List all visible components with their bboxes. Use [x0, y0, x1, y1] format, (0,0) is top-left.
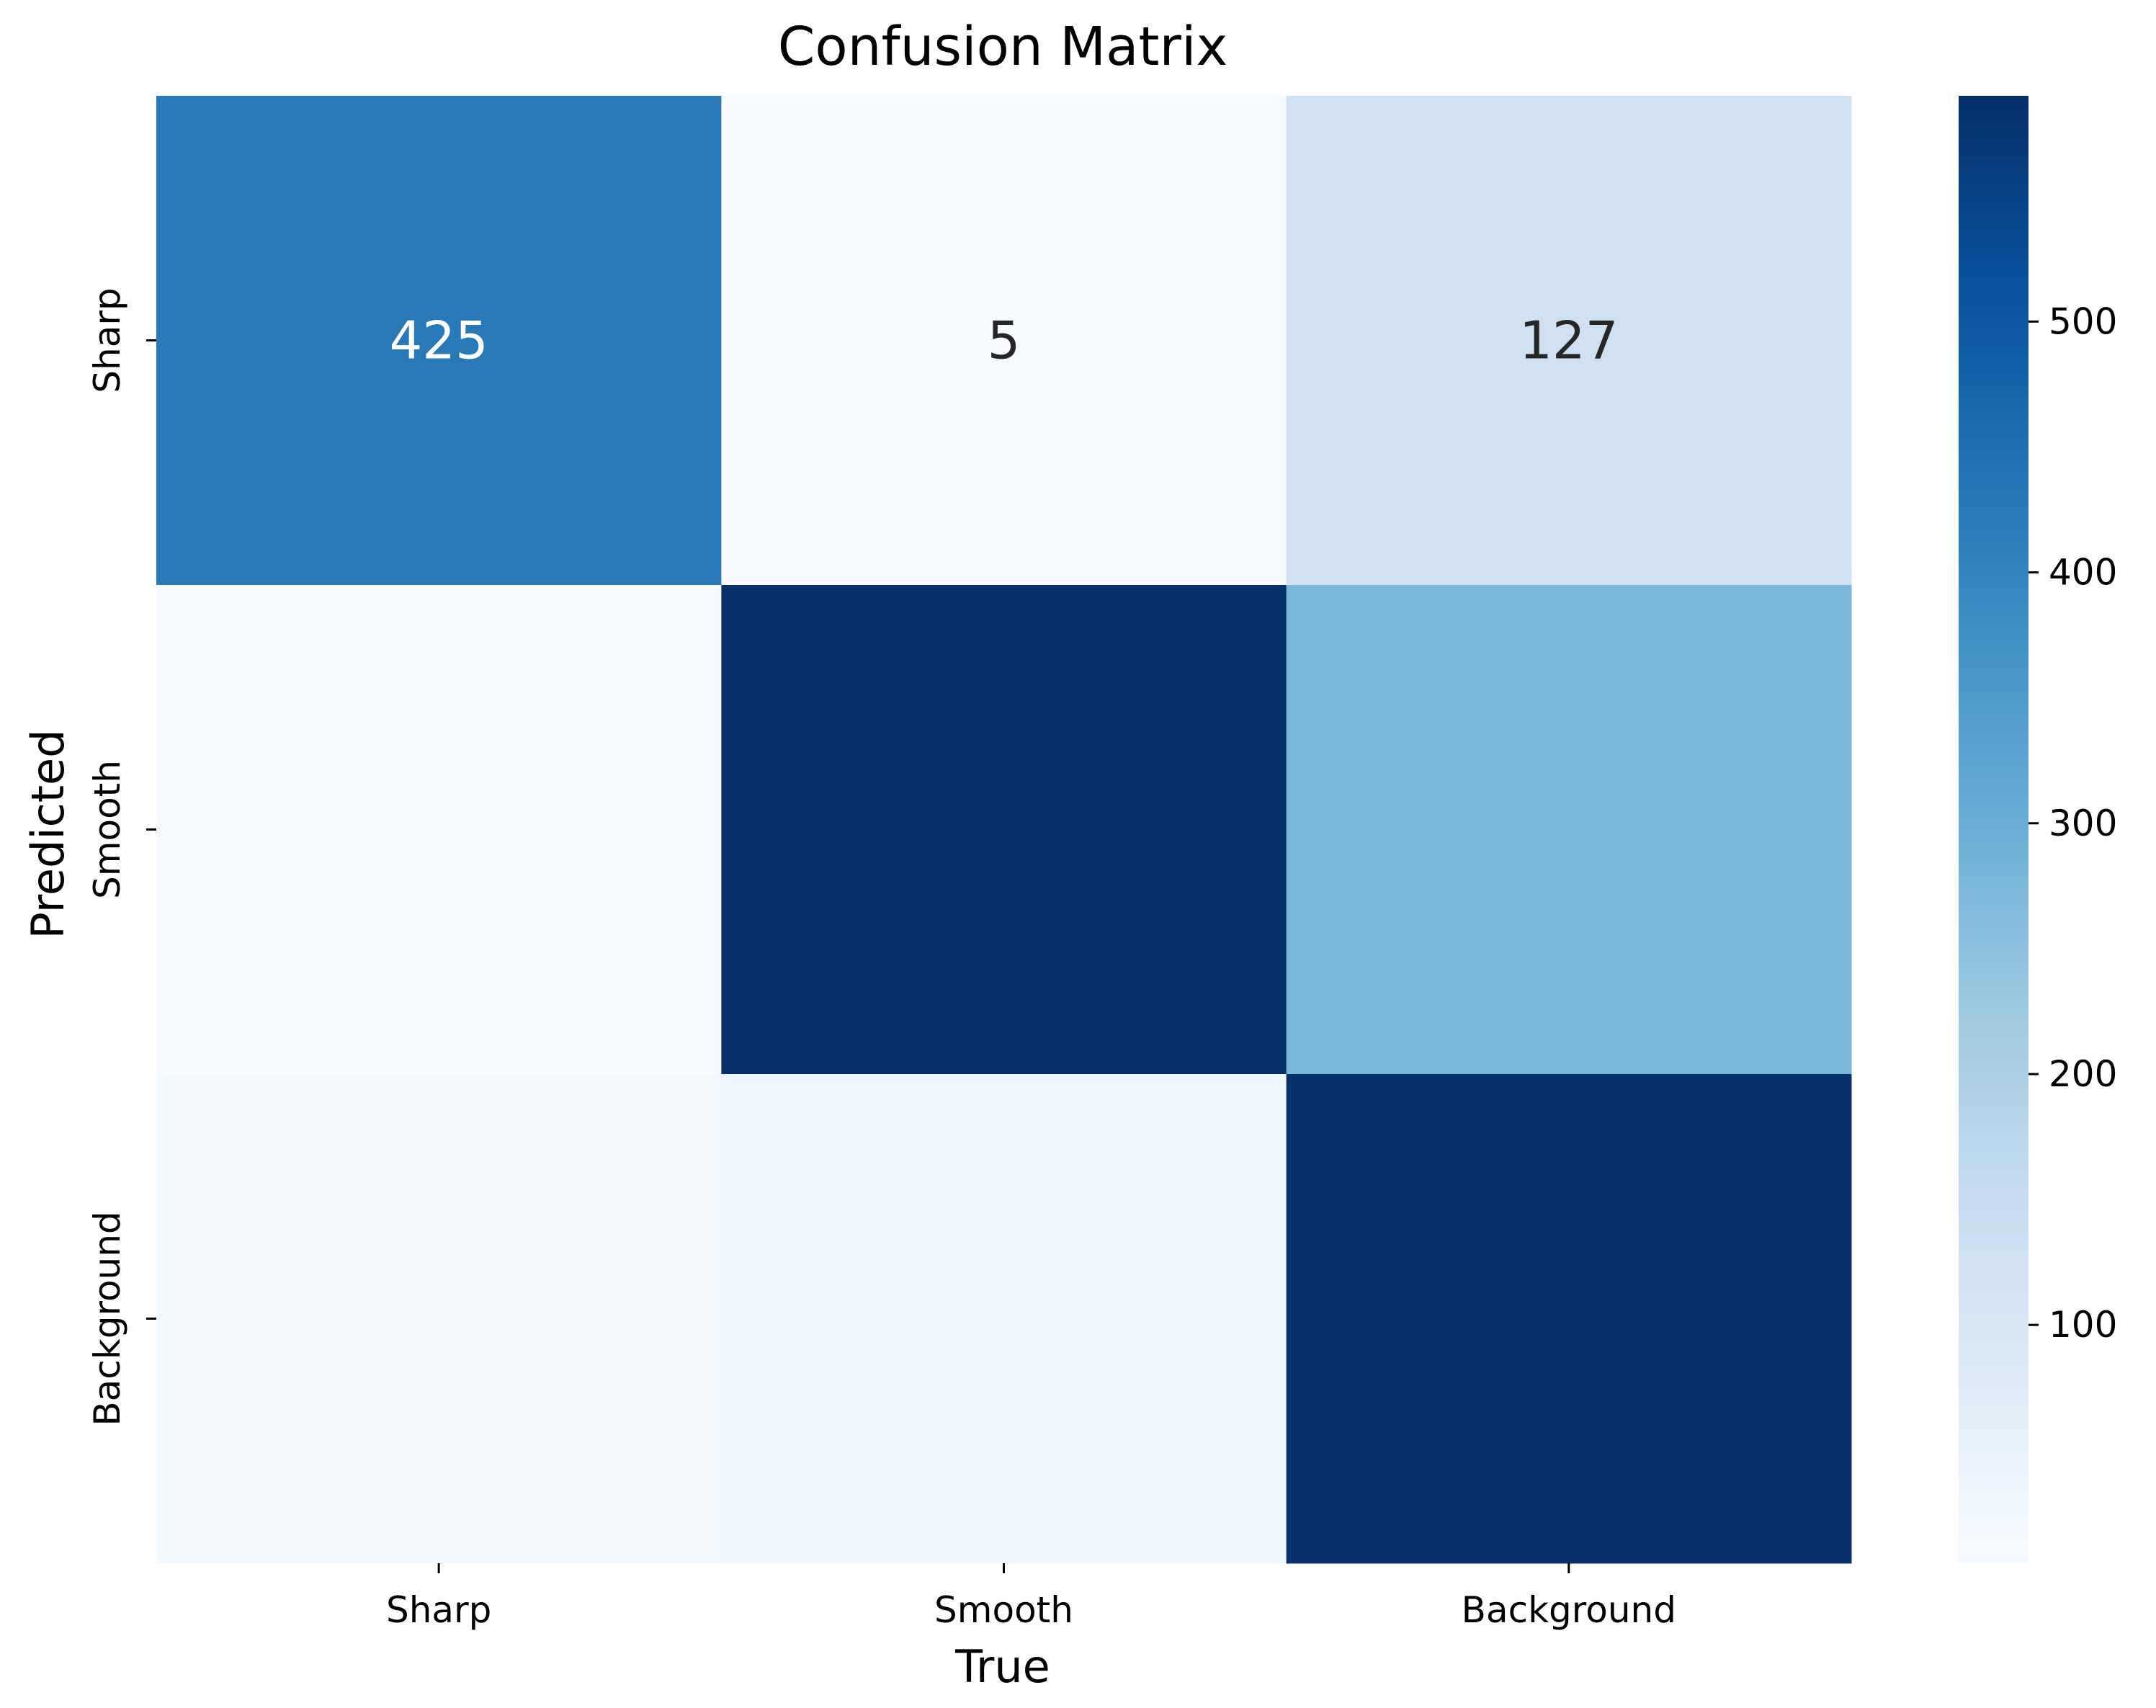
colorbar-tick-label: 400	[2049, 552, 2117, 594]
heatmap-cell-sharp-sharp	[156, 96, 722, 586]
x-tick-label-smooth: Smooth	[934, 1589, 1073, 1631]
colorbar-tick-label: 500	[2049, 300, 2117, 342]
y-axis: Sharp Smooth Background	[86, 287, 156, 1426]
cell-annotation-sharp-sharp: 425	[389, 310, 488, 371]
colorbar: 100 200 300 400 500	[1959, 96, 2117, 1563]
heatmap-cell-sharp-background	[1286, 96, 1852, 586]
heatmap-cells	[156, 96, 1852, 1564]
heatmap-cell-sharp-smooth	[721, 96, 1287, 586]
heatmap-cell-background-sharp	[156, 1074, 722, 1564]
colorbar-tick-label: 100	[2049, 1304, 2117, 1346]
cell-annotation-sharp-smooth: 5	[988, 310, 1021, 371]
heatmap-cell-smooth-sharp	[156, 585, 722, 1075]
y-axis-label: Predicted	[22, 729, 74, 939]
x-axis: Sharp Smooth Background	[386, 1563, 1676, 1631]
y-tick-label-background: Background	[86, 1211, 128, 1426]
y-tick-label-smooth: Smooth	[86, 760, 128, 899]
heatmap-cell-background-smooth	[721, 1074, 1287, 1564]
cell-annotation-sharp-background: 127	[1519, 310, 1618, 371]
x-axis-label: True	[954, 1640, 1050, 1693]
heatmap-cell-smooth-smooth	[721, 585, 1287, 1075]
y-tick-label-sharp: Sharp	[86, 287, 128, 393]
x-tick-label-background: Background	[1462, 1589, 1676, 1631]
cell-annotations: 425 5 127	[389, 310, 1618, 371]
heatmap-cell-smooth-background	[1286, 585, 1852, 1075]
colorbar-tick-label: 300	[2049, 802, 2117, 844]
colorbar-tick-label: 200	[2049, 1053, 2117, 1095]
heatmap-cell-background-background	[1286, 1074, 1852, 1564]
colorbar-gradient	[1959, 96, 2028, 1563]
x-tick-label-sharp: Sharp	[386, 1589, 491, 1631]
chart-title: Confusion Matrix	[778, 16, 1228, 78]
